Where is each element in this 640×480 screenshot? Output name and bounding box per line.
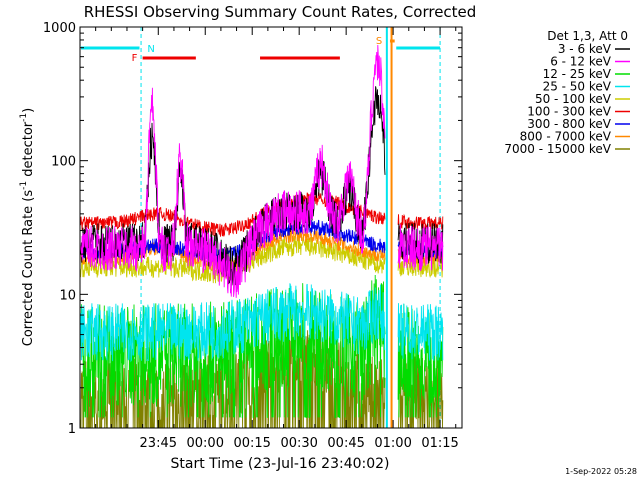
legend-label: 50 - 100 keV: [535, 92, 612, 106]
axes: 1 10 100 1000 23:45 00:00 00:15 00:30 00:45 01:00…: [43, 21, 463, 451]
night-label: N: [147, 44, 154, 55]
y-tick-label: 1: [68, 422, 76, 437]
x-tick-label: 01:00: [374, 436, 411, 451]
series-line-5: [80, 191, 444, 237]
legend-label: 100 - 300 keV: [527, 105, 611, 119]
y-axis-label: Corrected Count Rate (s-1 detector-1): [19, 108, 36, 346]
plot-area: NF S: [80, 27, 444, 429]
flare-label: F: [132, 53, 138, 64]
saa-label: S: [376, 36, 382, 47]
y-label-part2: detector: [21, 121, 36, 181]
y-tick-label: 10: [59, 288, 76, 303]
y-tick-label: 100: [51, 155, 76, 170]
legend-label: 7000 - 15000 keV: [504, 142, 611, 156]
legend-label: 6 - 12 keV: [550, 55, 612, 69]
legend-label: 300 - 800 keV: [527, 117, 611, 131]
legend-label: 25 - 50 keV: [543, 80, 612, 94]
y-label-part1: Corrected Count Rate (s: [21, 190, 36, 347]
x-tick-label: 00:15: [233, 436, 270, 451]
x-axis-label: Start Time (23-Jul-16 23:40:02): [170, 456, 389, 472]
series-line-3: [80, 283, 444, 363]
legend-header: Det 1,3, Att 0: [547, 29, 628, 43]
timestamp: 1-Sep-2022 05:28: [565, 467, 637, 476]
x-tick-label: 01:15: [421, 436, 458, 451]
y-label-exp2: -1: [19, 113, 29, 122]
legend-label: 12 - 25 keV: [543, 67, 612, 81]
chart-title: RHESSI Observing Summary Count Rates, Co…: [84, 3, 477, 21]
x-tick-label: 00:00: [187, 436, 224, 451]
plot-frame: [79, 26, 463, 429]
x-tick-label: 00:30: [280, 436, 317, 451]
x-tick-label: 23:45: [140, 436, 177, 451]
y-label-exp1: -1: [19, 181, 29, 190]
series-line-1: [80, 44, 444, 298]
y-label-part3: ): [21, 108, 36, 113]
y-tick-label: 1000: [43, 21, 76, 36]
x-tick-label: 00:45: [327, 436, 364, 451]
legend-label: 3 - 6 keV: [558, 42, 612, 56]
legend-label: 800 - 7000 keV: [520, 130, 612, 144]
